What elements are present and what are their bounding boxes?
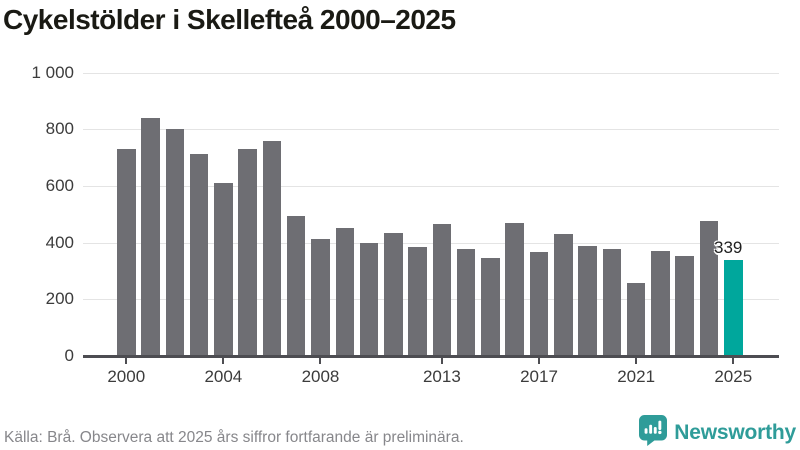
bar-2006 [262, 140, 282, 356]
y-axis-tick-label: 1 000 [31, 62, 74, 82]
bar-2024 [699, 221, 719, 356]
highlight-value-label: 339 [714, 237, 743, 257]
x-axis-line [83, 355, 779, 358]
y-axis-tick-label: 0 [64, 346, 74, 365]
x-axis-tick [222, 358, 225, 364]
bar-2013 [432, 223, 452, 356]
bar-2019 [578, 246, 597, 356]
x-axis-tick [732, 358, 735, 364]
bar-2025 [724, 259, 743, 356]
x-axis-tick-label: 2000 [107, 367, 146, 386]
x-axis-tick [440, 358, 443, 364]
y-axis-tick-label: 600 [45, 175, 74, 195]
bar-2003 [189, 153, 209, 356]
x-axis-tick-label: 2008 [301, 367, 340, 386]
x-axis-tick-label: 2013 [422, 367, 461, 386]
gridline-y-600 [83, 185, 779, 187]
y-axis-tick-label: 200 [45, 289, 74, 309]
bar-2017 [529, 251, 549, 356]
y-axis-tick-label: 400 [45, 232, 74, 252]
bar-2018 [554, 234, 573, 356]
bar-2016 [505, 222, 524, 356]
bar-2000 [117, 149, 136, 356]
y-axis-tick-label: 800 [45, 119, 74, 139]
x-axis-tick-label: 2021 [617, 367, 656, 386]
chart-title: Cykelstölder i Skellefteå 2000–2025 [3, 4, 456, 35]
x-axis-tick [319, 358, 322, 364]
x-axis-tick [125, 358, 128, 364]
x-axis-tick-label: 2017 [520, 367, 558, 386]
gridline-y-200 [83, 299, 779, 301]
gridline-y-800 [83, 129, 779, 131]
bar-2009 [335, 227, 355, 356]
bar-2012 [408, 247, 427, 356]
bar-2011 [384, 232, 403, 356]
bar-2020 [602, 248, 622, 356]
bar-2023 [675, 256, 694, 356]
bar-2005 [238, 149, 257, 356]
source-note: Källa: Brå. Observera att 2025 års siffr… [4, 429, 464, 446]
x-axis-tick [635, 358, 638, 364]
gridline-y-1000 [83, 72, 779, 74]
gridline-y-400 [83, 242, 779, 244]
bar-2001 [141, 117, 160, 356]
bar-2004 [214, 183, 233, 356]
bar-2008 [311, 238, 330, 356]
bar-2014 [456, 249, 476, 356]
x-axis-tick [538, 358, 540, 364]
x-axis-tick-label: 2004 [204, 367, 243, 386]
newsworthy-speech-bubble-chart-icon [639, 415, 668, 450]
x-axis-tick-label: 2025 [714, 367, 753, 386]
bar-2002 [165, 129, 185, 356]
newsworthy-logo: Newsworthy [639, 415, 796, 450]
bar-2022 [651, 251, 670, 356]
bar-2015 [481, 257, 500, 356]
bar-2007 [286, 216, 306, 356]
bar-2021 [626, 283, 646, 356]
bar-2010 [359, 243, 379, 356]
newsworthy-logo-text: Newsworthy [674, 421, 796, 444]
